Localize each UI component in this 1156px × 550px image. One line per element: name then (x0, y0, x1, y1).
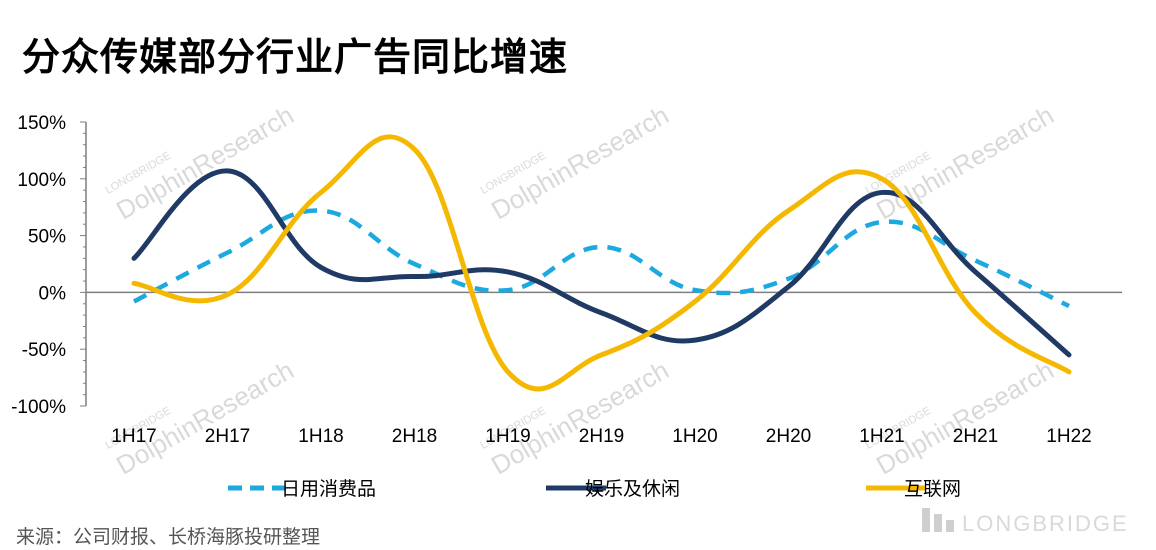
legend: 日用消费品 娱乐及休闲 互联网 (228, 478, 961, 500)
x-tick-label: 2H19 (579, 426, 624, 447)
x-tick-label: 1H21 (859, 426, 904, 447)
watermark-research: DolphinResearch (111, 355, 299, 481)
brand-logo-mark (922, 508, 930, 532)
brand-logo-mark (934, 514, 942, 532)
y-tick-label: 150% (17, 113, 66, 134)
x-tick-label: 2H17 (205, 426, 250, 447)
brand-logo-text: LONGBRIDGE (962, 511, 1129, 536)
series-layer (131, 134, 1072, 392)
watermark-research: DolphinResearch (486, 355, 674, 481)
x-tick-label: 1H19 (485, 426, 530, 447)
y-tick-label: -50% (22, 340, 66, 361)
x-tick-label: 1H18 (298, 426, 343, 447)
x-tick-label: 1H22 (1046, 426, 1091, 447)
brand-logo-mark (946, 520, 954, 532)
legend-label: 互联网 (904, 478, 961, 500)
legend-label: 日用消费品 (281, 478, 376, 500)
watermark-research: DolphinResearch (486, 100, 674, 226)
y-tick-label: 0% (39, 283, 67, 304)
series-line (131, 168, 1072, 358)
x-tick-label: 2H21 (953, 426, 998, 447)
chart-title: 分众传媒部分行业广告同比增速 (22, 35, 569, 79)
source-note: 来源：公司财报、长桥海豚投研整理 (16, 526, 321, 548)
series-line (132, 208, 1070, 309)
axes: -100% -50% 0% 50% 100% 150% 1H17 2H17 1H18 2H18 1H… (11, 113, 1122, 447)
y-tick-label: 100% (17, 170, 66, 191)
x-tick-label: 2H18 (392, 426, 437, 447)
x-tick-label: 1H17 (111, 426, 156, 447)
legend-label: 娱乐及休闲 (585, 478, 680, 500)
watermark-research: DolphinResearch (871, 355, 1059, 481)
series-line (131, 134, 1072, 392)
watermark-research: DolphinResearch (871, 100, 1059, 226)
y-tick-label: 50% (28, 227, 66, 248)
x-tick-label: 1H20 (672, 426, 717, 447)
x-tick-label: 2H20 (766, 426, 811, 447)
y-tick-label: -100% (11, 397, 66, 418)
